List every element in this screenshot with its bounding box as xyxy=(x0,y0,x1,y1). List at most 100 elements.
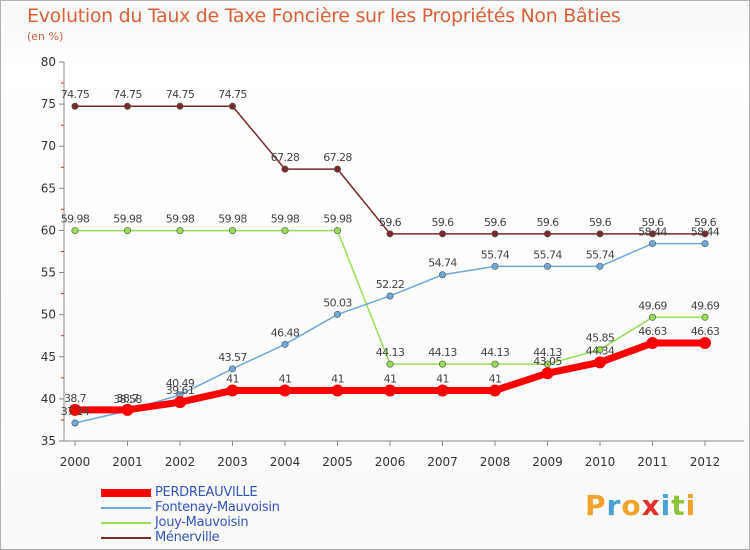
logo-letter: P xyxy=(585,489,607,522)
data-label: 44.13 xyxy=(481,346,510,359)
data-label: 46.63 xyxy=(691,325,720,338)
data-point xyxy=(176,227,184,235)
data-label: 49.69 xyxy=(691,299,720,312)
data-label: 74.75 xyxy=(113,88,142,101)
data-point xyxy=(121,403,134,416)
x-tick-label: 2003 xyxy=(217,455,248,469)
data-label: 37.14 xyxy=(61,405,90,418)
chart-subtitle: (en %) xyxy=(27,30,64,43)
data-label: 67.28 xyxy=(323,151,352,164)
data-label: 59.98 xyxy=(218,213,247,226)
data-point xyxy=(281,165,289,173)
x-tick-label: 2002 xyxy=(165,455,196,469)
data-point xyxy=(491,262,499,270)
legend-label: PERDREAUVILLE xyxy=(155,485,258,500)
data-point xyxy=(386,230,394,238)
data-label: 59.98 xyxy=(166,213,195,226)
data-point xyxy=(176,102,184,110)
x-tick-label: 2005 xyxy=(322,455,353,469)
data-label: 74.75 xyxy=(61,88,90,101)
legend-swatch xyxy=(101,507,151,509)
data-point xyxy=(124,102,132,110)
legend-item: Fontenay-Mauvoisin xyxy=(101,500,421,516)
data-label: 59.6 xyxy=(641,216,664,229)
data-point xyxy=(489,384,501,397)
logo-letter: t xyxy=(671,489,686,522)
data-label: 59.98 xyxy=(113,213,142,226)
data-label: 41 xyxy=(489,372,502,385)
data-point xyxy=(281,227,289,235)
data-label: 55.74 xyxy=(481,248,510,261)
data-point xyxy=(226,384,239,397)
data-label: 59.6 xyxy=(379,216,402,229)
data-point xyxy=(124,227,132,235)
data-point xyxy=(331,384,344,397)
x-tick-label: 2001 xyxy=(112,455,143,469)
data-label: 58.44 xyxy=(638,226,667,239)
data-label: 59.6 xyxy=(431,216,454,229)
data-label: 59.6 xyxy=(694,216,717,229)
data-point xyxy=(648,240,656,248)
legend-swatch xyxy=(101,489,151,497)
data-point xyxy=(596,262,604,270)
legend-label: Jouy-Mauvoisin xyxy=(155,515,249,530)
chart-title: Evolution du Taux de Taxe Foncière sur l… xyxy=(27,5,621,27)
data-label: 43.57 xyxy=(218,351,247,364)
x-tick-label: 2009 xyxy=(532,455,563,469)
legend-label: Ménerville xyxy=(155,530,220,545)
x-tick-label: 2006 xyxy=(375,455,406,469)
y-tick-label: 50 xyxy=(41,308,56,322)
data-point xyxy=(386,360,394,368)
data-point xyxy=(281,340,289,348)
y-tick-label: 55 xyxy=(41,266,56,280)
data-label: 59.98 xyxy=(61,213,90,226)
data-point xyxy=(69,403,81,416)
data-label: 40.49 xyxy=(166,377,195,390)
x-tick-label: 2010 xyxy=(585,455,616,469)
data-label: 44.34 xyxy=(586,344,615,357)
data-label: 41 xyxy=(436,372,449,385)
legend-swatch xyxy=(101,537,151,539)
data-point xyxy=(229,365,237,373)
x-tick-label: 2011 xyxy=(637,455,668,469)
data-point xyxy=(648,313,656,321)
data-point xyxy=(436,384,449,397)
data-label: 38.7 xyxy=(64,392,87,405)
data-label: 38.58 xyxy=(113,393,142,406)
data-label: 41 xyxy=(384,372,397,385)
data-label: 44.13 xyxy=(428,346,457,359)
data-point xyxy=(596,346,604,354)
data-label: 41 xyxy=(331,372,344,385)
x-tick-label: 2012 xyxy=(690,455,721,469)
data-point xyxy=(229,102,237,110)
data-point xyxy=(646,337,659,350)
data-label: 59.6 xyxy=(589,216,612,229)
y-tick-label: 70 xyxy=(41,139,56,153)
data-label: 55.74 xyxy=(533,248,562,261)
data-point xyxy=(699,337,711,350)
x-tick-label: 2008 xyxy=(480,455,511,469)
data-label: 59.6 xyxy=(484,216,507,229)
data-label: 46.63 xyxy=(638,325,667,338)
proxiti-logo: Proxiti xyxy=(585,489,696,522)
data-label: 55.74 xyxy=(586,248,615,261)
data-label: 43.05 xyxy=(533,355,562,368)
logo-letter: o xyxy=(621,489,642,522)
data-label: 52.22 xyxy=(376,278,405,291)
data-label: 39.61 xyxy=(166,384,195,397)
data-label: 38.7 xyxy=(116,392,139,405)
x-tick-label: 2000 xyxy=(60,455,91,469)
data-label: 49.69 xyxy=(638,299,667,312)
data-point xyxy=(438,360,446,368)
y-tick-label: 35 xyxy=(41,434,56,448)
data-point xyxy=(333,165,341,173)
data-point xyxy=(648,230,656,238)
y-tick-label: 60 xyxy=(41,223,56,237)
data-label: 59.6 xyxy=(536,216,559,229)
data-label: 50.03 xyxy=(323,296,352,309)
data-label: 44.13 xyxy=(533,346,562,359)
data-label: 44.13 xyxy=(376,346,405,359)
legend-swatch xyxy=(101,522,151,524)
